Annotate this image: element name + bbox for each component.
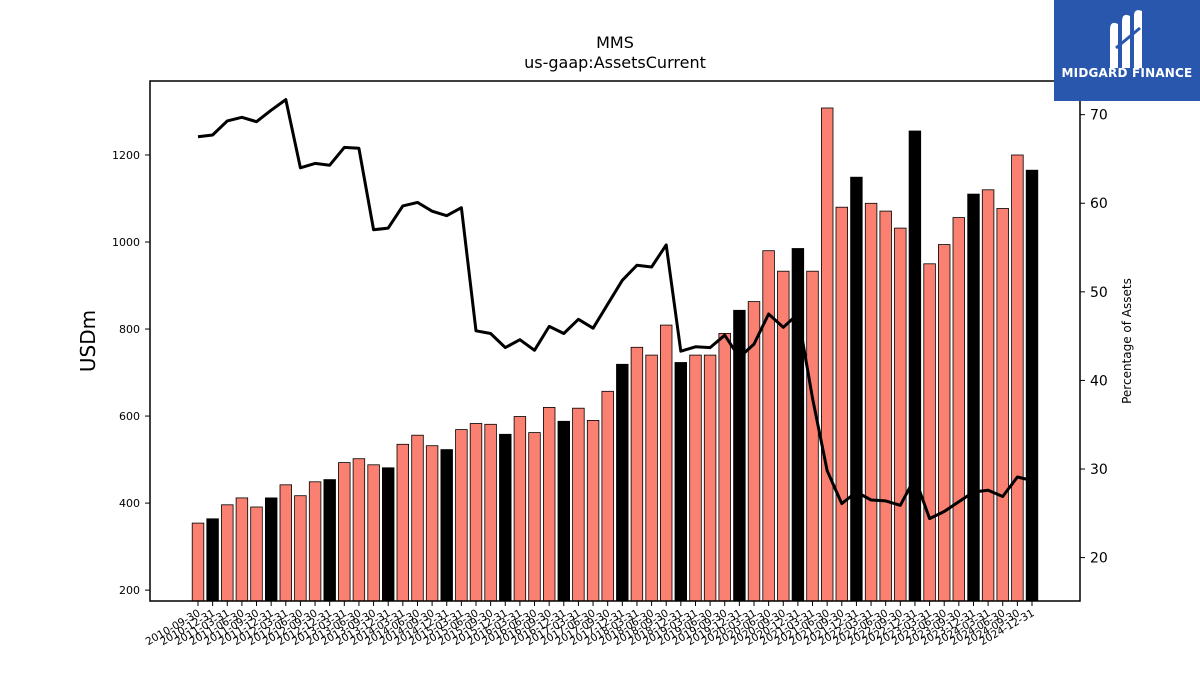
bar-2012-03-31 — [279, 484, 293, 602]
y-tick-label: 1000 — [112, 236, 140, 249]
bar-2024-06-30 — [996, 208, 1009, 602]
bar-2020-12-31 — [791, 248, 805, 602]
bar-2024-12-31 — [1025, 169, 1039, 602]
left-axis: 200 400 600 800 1000 1200 — [112, 149, 150, 597]
bar-2013-09-30 — [367, 464, 380, 602]
y2-tick-label: 60 — [1090, 196, 1108, 212]
bar-2023-09-30 — [952, 217, 966, 602]
bar-2017-12-31 — [616, 363, 629, 602]
bar-2022-03-31 — [864, 202, 878, 602]
bar-2023-06-30 — [938, 244, 951, 602]
bar-2023-12-31 — [967, 193, 980, 602]
y2-axis-label: Percentage of Assets — [1120, 278, 1134, 404]
bar-2022-09-30 — [894, 227, 907, 602]
y-tick-label: 400 — [119, 497, 140, 510]
bar-2016-12-31 — [557, 420, 571, 602]
bar-2011-09-30 — [250, 506, 263, 602]
y2-tick-label: 30 — [1090, 462, 1108, 478]
bar-2017-06-30 — [586, 419, 600, 602]
bar-2021-03-31 — [806, 270, 819, 602]
bar-2011-12-31 — [264, 497, 278, 602]
bar-2018-03-31 — [630, 346, 644, 602]
chart-subtitle: us-gaap:AssetsCurrent — [524, 53, 706, 72]
y-tick-label: 800 — [119, 323, 140, 336]
logo-text: MIDGARD FINANCE — [1061, 66, 1193, 80]
bar-2021-12-31 — [850, 176, 863, 602]
right-axis: 20 30 40 50 60 70 — [1080, 108, 1108, 567]
y2-tick-label: 70 — [1090, 108, 1108, 124]
y-tick-label: 200 — [119, 584, 140, 597]
bar-2022-12-31 — [908, 130, 922, 602]
bar-2010-12-31 — [206, 518, 219, 602]
bar-2014-06-30 — [411, 434, 424, 602]
bar-2013-06-30 — [352, 458, 366, 602]
midgard-finance-logo: MIDGARD FINANCE — [1054, 0, 1200, 101]
bar-2018-12-31 — [674, 362, 688, 602]
bar-2019-06-30 — [703, 354, 717, 602]
y-axis-label: USDm — [76, 310, 100, 372]
bar-2018-06-30 — [645, 354, 658, 602]
bar-2013-03-31 — [338, 462, 351, 602]
x-axis: 2010-09-302010-12-312011-03-312011-06-30… — [144, 601, 1037, 648]
bar-2016-06-30 — [528, 432, 541, 602]
y2-tick-label: 40 — [1090, 373, 1108, 389]
bar-2015-12-31 — [499, 433, 512, 602]
y2-tick-label: 20 — [1090, 551, 1108, 567]
bar-2011-06-30 — [235, 497, 249, 602]
chart-title: MMS — [596, 33, 634, 52]
bar-2015-09-30 — [484, 423, 497, 602]
bar-2019-03-31 — [689, 354, 702, 602]
y-tick-label: 600 — [119, 410, 140, 423]
bar-2011-03-31 — [221, 504, 234, 602]
bar-2022-06-30 — [879, 210, 892, 602]
bar-2010-09-30 — [191, 522, 205, 602]
bar-2013-12-31 — [381, 467, 395, 602]
bar-2012-09-30 — [308, 481, 322, 602]
bar-2014-12-31 — [440, 449, 453, 602]
bar-2014-09-30 — [425, 445, 439, 602]
bar-2020-09-30 — [777, 270, 790, 602]
bar-2023-03-31 — [923, 263, 936, 602]
bar-2014-03-31 — [396, 443, 410, 602]
bar-2016-03-31 — [513, 416, 527, 602]
bar-2018-09-30 — [660, 324, 673, 602]
bar-2019-09-30 — [718, 332, 731, 602]
y2-tick-label: 50 — [1090, 285, 1108, 301]
bar-2024-03-31 — [981, 189, 995, 602]
bar-2012-06-30 — [294, 495, 307, 602]
bar-2017-09-30 — [601, 390, 614, 602]
bar-series — [191, 107, 1039, 602]
bar-2020-06-30 — [762, 250, 775, 602]
percentage-line — [197, 98, 1033, 521]
bar-2012-12-31 — [323, 479, 336, 602]
logo-mark-icon — [1110, 10, 1142, 69]
bar-2024-09-30 — [1011, 154, 1024, 602]
bar-2015-06-30 — [469, 423, 483, 602]
bar-2017-03-31 — [572, 407, 585, 602]
y-tick-label: 1200 — [112, 149, 140, 162]
bar-2021-09-30 — [835, 206, 849, 602]
plot-frame — [149, 80, 1081, 602]
bar-2015-03-31 — [455, 429, 468, 602]
bar-2021-06-30 — [821, 107, 834, 602]
bar-2016-09-30 — [543, 406, 556, 602]
